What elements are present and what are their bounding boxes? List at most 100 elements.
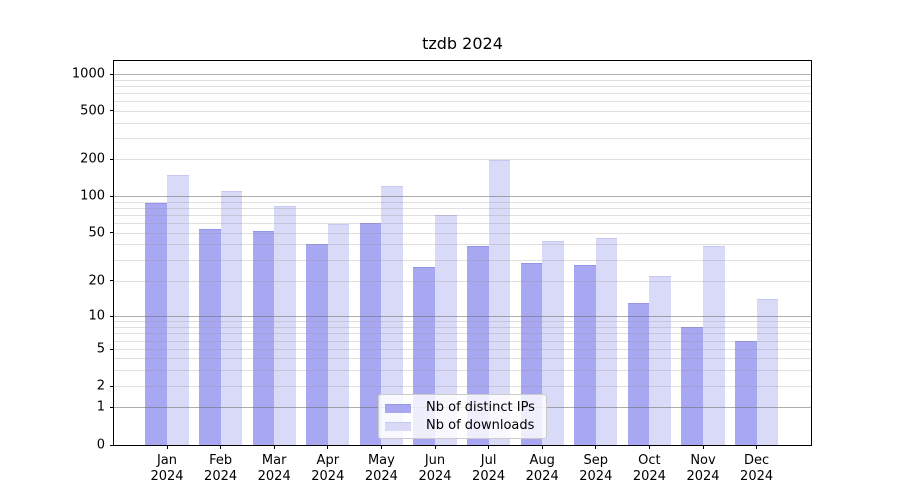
y-tick-mark bbox=[110, 158, 114, 160]
y-tick-label: 100 bbox=[80, 188, 105, 204]
bar-nb-of-distinct-ips bbox=[199, 228, 221, 445]
y-tick-label: 10 bbox=[88, 308, 105, 324]
x-tick-label: Mar 2024 bbox=[258, 453, 291, 485]
y-tick-label: 2 bbox=[96, 378, 105, 394]
y-tick-label: 200 bbox=[80, 151, 105, 167]
bar-nb-of-distinct-ips bbox=[252, 230, 275, 445]
bar-nb-of-downloads bbox=[756, 299, 779, 445]
x-tick-label-year: 2024 bbox=[472, 469, 506, 484]
y-tick-mark bbox=[110, 110, 114, 112]
y-tick-mark bbox=[110, 232, 114, 234]
x-tick-label-year: 2024 bbox=[364, 469, 398, 484]
legend-label: Nb of downloads bbox=[426, 418, 535, 433]
x-tick-label-month: Nov bbox=[690, 453, 716, 468]
x-tick-mark bbox=[434, 445, 436, 449]
x-tick-label: May 2024 bbox=[365, 453, 398, 485]
x-tick-label-month: Feb bbox=[209, 453, 233, 468]
y-tick-mark bbox=[110, 315, 114, 317]
x-tick-label-year: 2024 bbox=[579, 469, 613, 484]
x-tick-label: Nov 2024 bbox=[686, 453, 719, 485]
x-tick-label-year: 2024 bbox=[204, 469, 238, 484]
x-tick-label-year: 2024 bbox=[418, 469, 452, 484]
y-tick-mark bbox=[110, 348, 114, 350]
legend: Nb of distinct IPs Nb of downloads bbox=[378, 394, 547, 439]
x-tick-label-month: Sep bbox=[583, 453, 609, 468]
bar-nb-of-downloads bbox=[595, 238, 618, 445]
x-tick-label-month: Oct bbox=[638, 453, 661, 468]
x-tick-mark bbox=[648, 445, 650, 449]
x-tick-label-month: Mar bbox=[261, 453, 287, 468]
bars-layer bbox=[114, 61, 811, 445]
bar-nb-of-downloads bbox=[542, 240, 564, 445]
x-tick-mark bbox=[327, 445, 329, 449]
y-tick-label: 500 bbox=[80, 103, 105, 119]
x-tick-label-month: May bbox=[367, 453, 395, 468]
y-tick-label: 20 bbox=[88, 273, 105, 289]
legend-swatch bbox=[385, 403, 411, 413]
bar-nb-of-distinct-ips bbox=[574, 265, 596, 445]
legend-item: Nb of distinct IPs bbox=[385, 399, 540, 417]
y-tick-mark bbox=[110, 73, 114, 75]
x-tick-label: Oct 2024 bbox=[633, 453, 666, 485]
bar-nb-of-distinct-ips bbox=[306, 244, 328, 445]
x-tick-mark bbox=[756, 445, 758, 449]
x-tick-mark bbox=[273, 445, 275, 449]
x-tick-label: Jun 2024 bbox=[418, 453, 451, 485]
x-tick-mark bbox=[595, 445, 597, 449]
x-tick-mark bbox=[220, 445, 222, 449]
x-tick-label: Apr 2024 bbox=[311, 453, 344, 485]
x-tick-label-month: Dec bbox=[744, 453, 770, 468]
x-tick-label: Aug 2024 bbox=[526, 453, 559, 485]
y-tick-mark bbox=[110, 385, 114, 387]
x-tick-label-month: Aug bbox=[529, 453, 555, 468]
y-tick-label: 1 bbox=[96, 399, 105, 415]
x-tick-label-year: 2024 bbox=[632, 469, 666, 484]
x-tick-label-year: 2024 bbox=[311, 469, 345, 484]
x-tick-mark bbox=[541, 445, 543, 449]
chart-title: tzdb 2024 bbox=[422, 34, 503, 53]
x-tick-label: Sep 2024 bbox=[579, 453, 612, 485]
bar-nb-of-distinct-ips bbox=[145, 203, 167, 445]
legend-item: Nb of downloads bbox=[385, 417, 540, 435]
bar-nb-of-downloads bbox=[703, 245, 725, 445]
bar-nb-of-downloads bbox=[381, 186, 403, 445]
y-tick-mark bbox=[110, 406, 114, 408]
x-tick-label: Jan 2024 bbox=[150, 453, 183, 485]
y-tick-mark bbox=[110, 280, 114, 282]
y-tick-mark bbox=[110, 444, 114, 446]
bar-nb-of-downloads bbox=[435, 214, 457, 445]
x-tick-label-year: 2024 bbox=[525, 469, 559, 484]
bar-nb-of-downloads bbox=[274, 205, 296, 445]
x-tick-label-year: 2024 bbox=[150, 469, 184, 484]
x-tick-label-year: 2024 bbox=[740, 469, 774, 484]
x-tick-label: Feb 2024 bbox=[204, 453, 237, 485]
bar-nb-of-downloads bbox=[649, 275, 671, 445]
plot-area: 0 1 2 5 10 20 50 100 200 500 1000 Jan 2024 Feb 2024 Mar… bbox=[72, 60, 812, 484]
legend-label: Nb of distinct IPs bbox=[426, 400, 535, 415]
bar-nb-of-downloads bbox=[488, 160, 511, 445]
bar-nb-of-downloads bbox=[220, 191, 243, 445]
x-tick-mark bbox=[380, 445, 382, 449]
x-tick-mark bbox=[702, 445, 704, 449]
y-tick-mark bbox=[110, 195, 114, 197]
x-tick-label-month: Jan bbox=[156, 453, 178, 468]
y-tick-label: 5 bbox=[96, 341, 105, 357]
bar-nb-of-downloads bbox=[327, 223, 350, 445]
bar-nb-of-distinct-ips bbox=[735, 340, 757, 445]
y-tick-label: 50 bbox=[88, 225, 105, 241]
bar-nb-of-distinct-ips bbox=[359, 223, 382, 445]
bar-nb-of-distinct-ips bbox=[681, 326, 703, 445]
y-tick-label: 0 bbox=[96, 437, 105, 453]
x-tick-label-year: 2024 bbox=[257, 469, 291, 484]
x-tick-mark bbox=[488, 445, 490, 449]
x-tick-mark bbox=[166, 445, 168, 449]
x-tick-label: Dec 2024 bbox=[740, 453, 773, 485]
x-tick-label: Jul 2024 bbox=[472, 453, 505, 485]
bar-nb-of-downloads bbox=[167, 174, 189, 445]
x-tick-label-year: 2024 bbox=[686, 469, 720, 484]
x-tick-label-month: Jun bbox=[424, 453, 446, 468]
x-tick-label-month: Jul bbox=[480, 453, 497, 468]
bar-nb-of-distinct-ips bbox=[627, 302, 650, 445]
y-tick-label: 1000 bbox=[71, 66, 105, 82]
